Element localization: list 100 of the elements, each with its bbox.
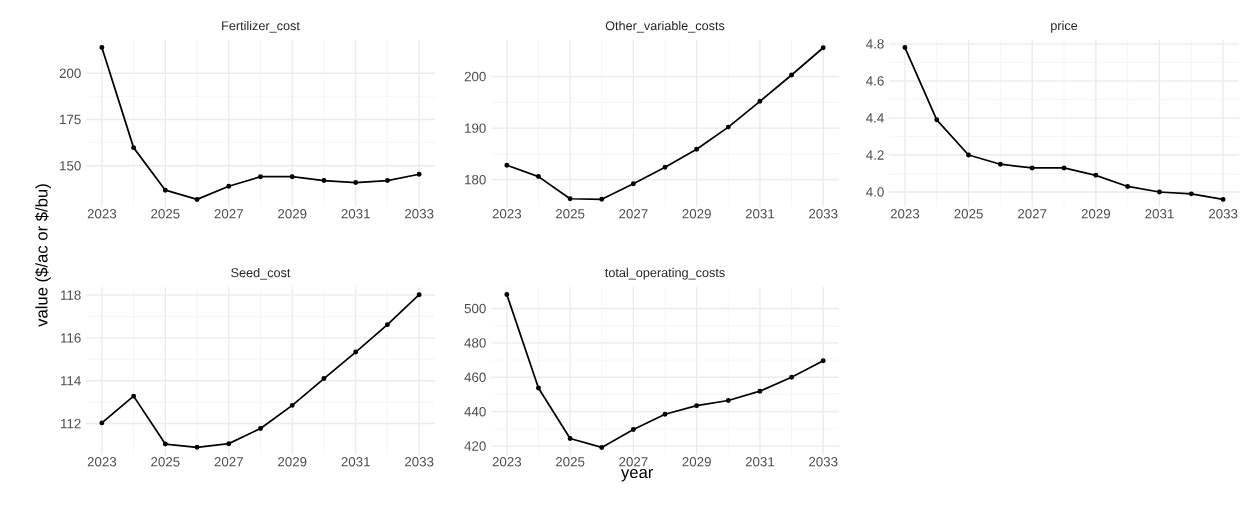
- y-tick-label: 440: [464, 406, 486, 417]
- point: [1029, 165, 1035, 171]
- point: [226, 441, 232, 447]
- y-tick-label: 175: [60, 114, 81, 125]
- y-tick-label: 460: [464, 372, 486, 382]
- point: [1188, 191, 1194, 197]
- x-tick-label: 2023: [87, 209, 117, 219]
- y-tick-label: 4.4: [866, 113, 884, 123]
- point: [725, 124, 731, 130]
- point: [1093, 172, 1099, 178]
- y-tick-label: 190: [465, 123, 486, 133]
- point: [353, 349, 359, 355]
- point: [353, 180, 359, 186]
- x-tick-label: 2031: [1145, 209, 1174, 219]
- chart-title: Seed_cost: [231, 267, 291, 280]
- x-tick-label: 2025: [151, 209, 180, 219]
- x-tick-label: 2033: [404, 209, 434, 219]
- point: [902, 45, 908, 51]
- y-tick-label: 200: [464, 71, 486, 82]
- x-tick-label: 2027: [619, 209, 648, 219]
- point: [630, 427, 636, 433]
- point: [1157, 189, 1162, 195]
- point: [416, 171, 422, 177]
- y-tick-label: 4.0: [866, 187, 884, 197]
- point: [694, 146, 700, 152]
- x-tick-label: 2031: [745, 457, 775, 467]
- point: [162, 187, 168, 193]
- x-tick-label: 2025: [555, 457, 585, 467]
- point: [757, 388, 763, 394]
- y-tick-label: 4.8: [866, 39, 884, 49]
- x-tick-label: 2023: [492, 209, 522, 219]
- x-tick-label: 2025: [555, 209, 585, 219]
- y-tick-label: 114: [61, 376, 81, 386]
- x-tick-label: 2029: [682, 457, 711, 467]
- point: [194, 196, 200, 202]
- y-tick-label: 180: [465, 174, 486, 185]
- x-tick-label: 2031: [341, 209, 370, 219]
- x-tick-label: 2033: [404, 457, 434, 467]
- x-tick-label: 2027: [214, 209, 243, 219]
- point: [131, 393, 137, 399]
- x-tick-label: 2029: [682, 209, 711, 219]
- x-tick-label: 2025: [151, 457, 180, 467]
- y-tick-label: 500: [464, 303, 486, 314]
- y-axis-title: value ($/ac or $/bu): [35, 184, 51, 327]
- point: [1125, 183, 1131, 189]
- x-tick-label: 2027: [214, 457, 243, 467]
- x-tick-label: 2027: [619, 457, 648, 467]
- point: [662, 411, 668, 417]
- point: [1220, 196, 1226, 202]
- point: [934, 117, 940, 123]
- point: [535, 174, 541, 180]
- point: [384, 178, 390, 184]
- point: [757, 98, 763, 104]
- x-tick-label: 2033: [1208, 209, 1238, 219]
- y-tick-label: 200: [59, 68, 81, 78]
- point: [567, 436, 573, 441]
- point: [504, 292, 510, 298]
- x-tick-label: 2029: [278, 209, 307, 219]
- point: [289, 402, 295, 408]
- x-tick-label: 2031: [341, 457, 370, 467]
- point: [599, 444, 605, 450]
- point: [321, 376, 327, 382]
- point: [820, 45, 826, 51]
- point: [131, 145, 137, 151]
- x-tick-label: 2029: [1081, 209, 1111, 219]
- y-tick-label: 4.2: [866, 150, 884, 160]
- x-axis-title: year: [621, 468, 654, 482]
- chart-title: Fertilizer_cost: [222, 20, 300, 33]
- y-tick-label: 4.6: [866, 76, 884, 86]
- point: [725, 398, 731, 403]
- y-tick-label: 480: [464, 338, 486, 348]
- point: [694, 403, 700, 409]
- point: [567, 196, 573, 202]
- point: [258, 174, 263, 180]
- point: [194, 444, 200, 450]
- point: [384, 322, 390, 328]
- x-tick-label: 2025: [954, 209, 983, 219]
- point: [966, 152, 972, 158]
- x-tick-label: 2033: [809, 457, 838, 467]
- chart-title: Other_variable_costs: [605, 20, 725, 33]
- point: [1061, 165, 1067, 171]
- point: [226, 183, 232, 189]
- chart-title: price: [1051, 20, 1078, 33]
- y-tick-label: 150: [60, 161, 81, 171]
- point: [820, 358, 826, 364]
- point: [662, 164, 668, 170]
- y-tick-label: 112: [61, 418, 81, 429]
- point: [99, 420, 105, 426]
- y-tick-label: 116: [61, 333, 81, 343]
- point: [630, 181, 636, 187]
- chart-title: total_operating_costs: [604, 267, 725, 280]
- point: [504, 162, 510, 168]
- point: [162, 441, 168, 447]
- x-tick-label: 2023: [492, 457, 522, 467]
- point: [599, 196, 605, 202]
- y-tick-label: 118: [61, 290, 81, 300]
- point: [535, 385, 541, 391]
- point: [997, 161, 1003, 167]
- point: [321, 178, 327, 184]
- point: [789, 72, 795, 78]
